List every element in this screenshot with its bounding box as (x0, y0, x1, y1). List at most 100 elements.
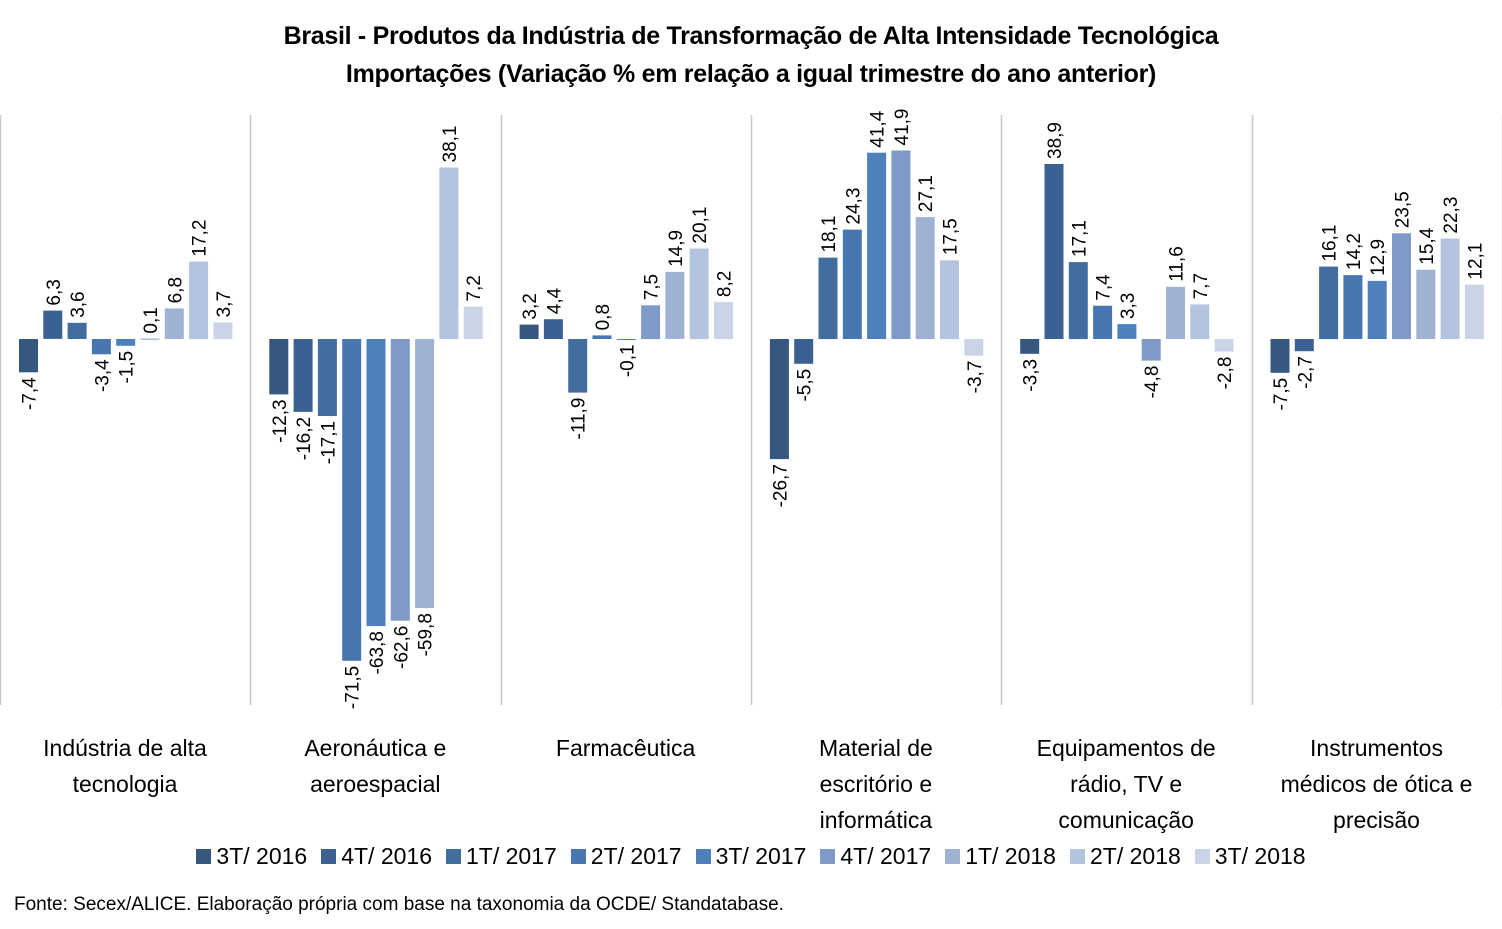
data-label: 7,5 (642, 274, 663, 300)
bar (342, 339, 362, 661)
bar (415, 339, 435, 609)
bar (366, 339, 386, 627)
legend-item: 1T/ 2017 (446, 843, 557, 870)
data-label: 8,2 (715, 271, 736, 297)
data-label: 17,5 (941, 218, 962, 255)
data-label: 7,4 (1094, 274, 1115, 301)
legend-item: 3T/ 2017 (695, 843, 806, 870)
data-label: -11,9 (569, 398, 590, 440)
category-label-line: rádio, TV e (1070, 771, 1183, 797)
legend: 3T/ 2016 4T/ 2016 1T/ 2017 2T/ 2017 3T/ 2017… (0, 843, 1502, 870)
legend-swatch (446, 849, 461, 864)
legend-swatch (945, 849, 961, 864)
data-label: 18,1 (819, 216, 840, 253)
data-label: -3,3 (1021, 359, 1042, 392)
category-label: Indústria de alta tecnologia (0, 730, 250, 802)
data-label: 38,1 (440, 126, 461, 163)
data-label: 27,1 (916, 175, 937, 212)
data-label: -59,8 (416, 613, 437, 656)
data-label: -63,8 (367, 631, 388, 674)
legend-label: 3T/ 2016 (216, 843, 308, 869)
legend-swatch (321, 849, 337, 864)
category-label-line: médicos de ótica e (1280, 771, 1473, 797)
data-label: 4,4 (544, 287, 565, 314)
category-label-line: aeroespacial (310, 771, 441, 797)
legend-swatch (1069, 849, 1085, 864)
data-label: 6,3 (44, 279, 65, 305)
data-label: 24,3 (843, 188, 864, 225)
bar (940, 260, 959, 340)
data-label: -62,6 (391, 626, 412, 669)
category-label: Aeronáutica e aeroespacial (250, 730, 500, 802)
bar (519, 324, 539, 339)
bar (1166, 286, 1185, 339)
category-label: Equipamentos de rádio, TV e comunicação (1001, 730, 1251, 838)
data-label: -16,2 (294, 417, 315, 460)
data-label: 3,2 (520, 293, 541, 319)
bar (463, 306, 483, 339)
bar (116, 339, 136, 346)
legend-swatch (695, 849, 711, 864)
category-label-line: tecnologia (72, 771, 178, 797)
data-label: -12,3 (270, 399, 291, 442)
legend-swatch (196, 849, 212, 864)
bar (867, 152, 887, 339)
data-label: 14,9 (666, 230, 687, 267)
bar (1190, 304, 1210, 339)
bar (964, 339, 984, 356)
legend-item: 4T/ 2017 (820, 843, 931, 870)
bar (616, 339, 636, 340)
data-label: 20,1 (690, 207, 711, 244)
bar (67, 322, 87, 339)
legend-item: 2T/ 2017 (570, 843, 682, 870)
data-label: 3,3 (1118, 293, 1139, 319)
category-label-line: Instrumentos (1310, 735, 1443, 761)
category-label: Material de escritório e informática (751, 730, 1001, 838)
data-label: -2,7 (1295, 356, 1316, 389)
bar (293, 339, 313, 412)
category-label-line: precisão (1333, 807, 1420, 833)
legend-label: 3T/ 2018 (1214, 843, 1306, 869)
category-label: Instrumentos médicos de ótica e precisão (1252, 730, 1502, 838)
category-label-line: escritório e (819, 771, 933, 797)
data-label: 15,4 (1417, 227, 1438, 264)
bar (43, 310, 63, 339)
data-label: -71,5 (343, 666, 364, 709)
legend-swatch (570, 849, 586, 864)
data-label: -17,1 (318, 421, 339, 464)
bar (140, 338, 160, 340)
data-label: 38,9 (1045, 122, 1066, 159)
legend-label: 4T/ 2017 (840, 843, 932, 869)
legend-item: 3T/ 2018 (1194, 843, 1306, 870)
data-label: -0,1 (617, 344, 638, 377)
bar (164, 308, 184, 339)
bar (1319, 266, 1339, 340)
data-label: 3,7 (214, 291, 235, 317)
bar (641, 305, 661, 340)
bar (1093, 305, 1113, 339)
data-label: 0,1 (141, 307, 162, 333)
data-label: 41,4 (868, 110, 889, 147)
data-label: 17,1 (1069, 220, 1090, 257)
category-label-line: Farmacêutica (555, 735, 696, 761)
bar (665, 271, 685, 339)
bar (1068, 262, 1088, 340)
bar (1044, 164, 1064, 339)
bar (390, 339, 410, 621)
category-label-line: comunicação (1058, 807, 1194, 833)
category-label-line: informática (819, 807, 933, 833)
bar (568, 339, 588, 393)
legend-label: 1T/ 2017 (466, 843, 557, 869)
data-label: -2,8 (1215, 357, 1236, 390)
legend-label: 2T/ 2018 (1089, 843, 1181, 869)
bar (592, 335, 612, 339)
chart-title: Brasil - Produtos da Indústria de Transf… (283, 22, 1219, 50)
data-label: -3,7 (965, 361, 986, 394)
bar (1020, 339, 1040, 354)
bar (1367, 280, 1387, 339)
bar (891, 150, 911, 339)
bar (689, 248, 709, 340)
data-label: 12,9 (1368, 239, 1389, 276)
legend-item: 3T/ 2016 (196, 843, 307, 870)
bar (317, 339, 337, 416)
